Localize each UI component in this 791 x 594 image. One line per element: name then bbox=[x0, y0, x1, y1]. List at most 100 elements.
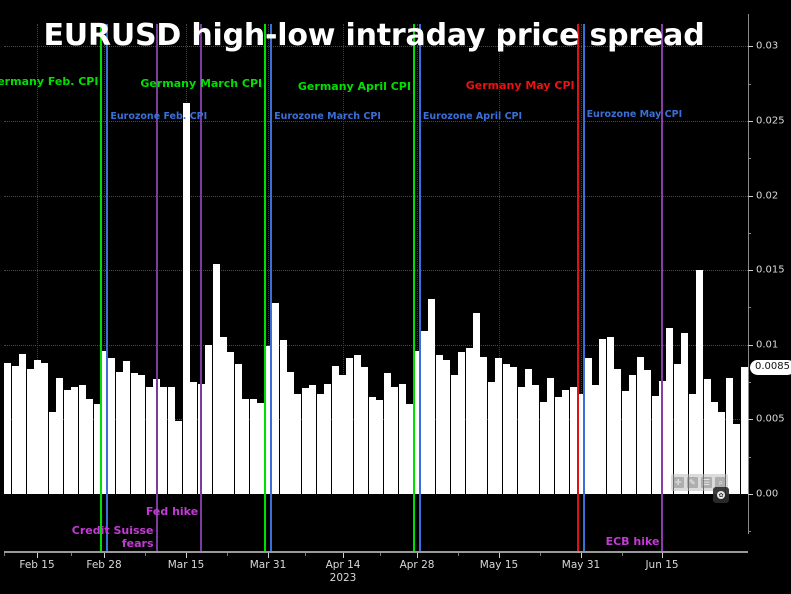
bar bbox=[353, 355, 361, 494]
label-germany-april-cpi: Germany April CPI bbox=[298, 80, 411, 93]
bar bbox=[465, 347, 473, 494]
gridline-horizontal bbox=[4, 120, 748, 122]
bar bbox=[718, 411, 726, 494]
annotation-text: Germany May CPI bbox=[465, 79, 575, 92]
label-eurozone-march-cpi: Eurozone March CPI bbox=[274, 111, 381, 122]
pencil-icon[interactable]: ✎ bbox=[686, 477, 698, 488]
bar bbox=[405, 404, 413, 494]
bar bbox=[383, 373, 391, 494]
ruler-icon[interactable]: ☰ bbox=[701, 477, 713, 488]
y-tick-label: 0.005 bbox=[756, 413, 785, 425]
x-tick-label: May 31 bbox=[561, 559, 601, 571]
event-line-germany-feb-cpi bbox=[100, 24, 103, 551]
x-tick bbox=[186, 553, 187, 558]
bar bbox=[63, 389, 71, 494]
annotation-text: Eurozone March CPI bbox=[274, 111, 381, 122]
plot-area[interactable] bbox=[4, 24, 748, 494]
bar bbox=[569, 386, 577, 494]
y-tick-label: 0.00 bbox=[756, 488, 779, 500]
settings-gear-icon[interactable]: ✿ bbox=[717, 491, 725, 499]
gridline-vertical bbox=[37, 24, 38, 494]
label-eurozone-may-cpi: Eurozone May CPI bbox=[587, 109, 683, 120]
bar bbox=[539, 401, 547, 494]
bar bbox=[100, 350, 108, 494]
bar bbox=[725, 377, 733, 494]
bar bbox=[547, 377, 555, 494]
event-line-eurozone-march-cpi bbox=[270, 24, 273, 551]
gridline-vertical bbox=[104, 24, 105, 494]
event-line-germany-may-cpi bbox=[576, 24, 579, 551]
y-minor-tick bbox=[748, 158, 751, 160]
x-tick-label: Mar 15 bbox=[167, 559, 205, 571]
label-ecb-hike: ECB hike bbox=[606, 535, 660, 548]
label-credit-suisse-fears: Credit Suisse fears bbox=[72, 524, 154, 550]
annotation-text: Eurozone May CPI bbox=[586, 109, 683, 120]
bar bbox=[145, 386, 153, 494]
event-line-germany-march-cpi bbox=[264, 24, 267, 551]
bar bbox=[510, 367, 518, 494]
x-tick bbox=[499, 553, 500, 558]
y-tick-label: 0.01 bbox=[756, 339, 779, 351]
y-axis: 0.00 0.005 0.01 0.015 0.02 0.025 0.03 bbox=[748, 14, 791, 534]
x-tick bbox=[581, 553, 582, 558]
y-minor-tick bbox=[748, 232, 751, 234]
bar bbox=[502, 364, 510, 494]
bar bbox=[56, 377, 64, 494]
bar bbox=[257, 402, 265, 494]
bar bbox=[606, 337, 614, 494]
bar bbox=[413, 350, 421, 494]
x-tick-label: Jun 15 bbox=[645, 559, 679, 571]
bar bbox=[651, 395, 659, 494]
magnifier-icon[interactable]: ⌕ bbox=[715, 477, 727, 488]
x-minor-tick bbox=[305, 553, 306, 556]
label-eurozone-feb-cpi: Eurozone Feb. CPI bbox=[110, 111, 207, 122]
bar bbox=[398, 383, 406, 494]
bar bbox=[584, 358, 592, 494]
bar bbox=[435, 355, 443, 494]
crosshair-icon[interactable]: ✛ bbox=[672, 477, 684, 488]
bar bbox=[4, 362, 12, 494]
bar bbox=[309, 385, 317, 494]
bar bbox=[33, 359, 41, 494]
floating-toolbar[interactable]: ✛ ✎ ☰ ⌕ bbox=[671, 474, 728, 491]
annotation-text: ECB hike bbox=[605, 535, 660, 548]
annotation-text: Eurozone April CPI bbox=[422, 111, 523, 122]
x-tick bbox=[343, 553, 344, 558]
bar bbox=[71, 386, 79, 494]
bar bbox=[301, 388, 309, 494]
y-tick bbox=[748, 494, 753, 495]
event-line-eurozone-april-cpi bbox=[418, 24, 421, 551]
gridline-vertical bbox=[499, 24, 500, 494]
bar bbox=[41, 362, 49, 494]
x-minor-tick bbox=[227, 553, 228, 556]
gridline-horizontal bbox=[4, 270, 748, 272]
bar bbox=[11, 365, 19, 494]
y-tick bbox=[748, 195, 753, 197]
x-tick bbox=[104, 553, 105, 558]
bar bbox=[711, 401, 719, 494]
bar bbox=[160, 386, 168, 494]
bar bbox=[272, 303, 280, 494]
y-tick bbox=[748, 270, 753, 272]
y-minor-tick bbox=[748, 382, 751, 384]
toolbar-drag-handle[interactable]: ✿ bbox=[713, 487, 729, 503]
bar bbox=[591, 385, 599, 494]
y-axis-spine bbox=[748, 14, 749, 534]
x-minor-tick bbox=[71, 553, 72, 556]
bar bbox=[264, 346, 272, 494]
bar bbox=[621, 391, 629, 494]
label-fed-hike: Fed hike bbox=[146, 505, 198, 518]
y-minor-tick bbox=[748, 83, 751, 85]
x-tick bbox=[268, 553, 269, 558]
bar bbox=[48, 411, 56, 494]
x-tick-label: Apr 14 bbox=[325, 559, 361, 571]
annotation-text: Germany April CPI bbox=[297, 80, 411, 93]
x-axis: Feb 15 Feb 28 Mar 15 Mar 31 Apr 14 Apr 28 May … bbox=[0, 551, 791, 594]
bar bbox=[182, 103, 190, 494]
chart-title: EURUSD high-low intraday price spread bbox=[43, 18, 705, 53]
bar bbox=[487, 382, 495, 494]
event-line-credit-suisse-fears bbox=[155, 24, 158, 551]
bar bbox=[294, 394, 302, 494]
x-tick bbox=[662, 553, 663, 558]
y-tick-label: 0.02 bbox=[756, 190, 779, 202]
